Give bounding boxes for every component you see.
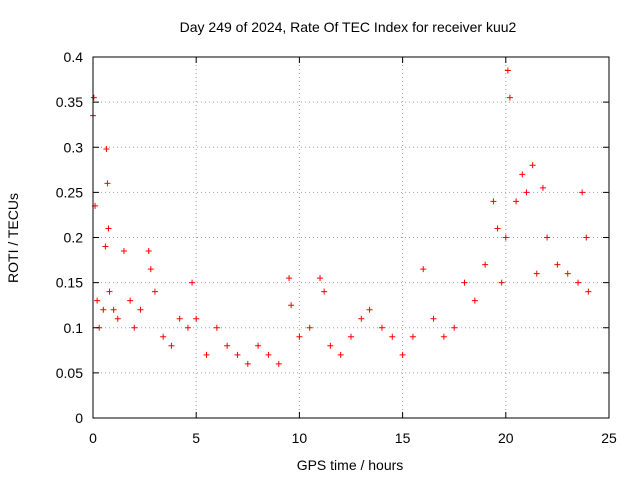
data-point bbox=[105, 225, 112, 232]
data-point bbox=[461, 279, 468, 286]
data-point bbox=[366, 306, 373, 313]
data-point bbox=[224, 342, 231, 349]
data-point bbox=[103, 146, 110, 153]
data-point bbox=[585, 288, 592, 295]
data-point bbox=[137, 306, 144, 313]
data-point bbox=[265, 351, 272, 358]
x-tick-label: 25 bbox=[601, 430, 617, 446]
data-point bbox=[358, 315, 365, 322]
data-points bbox=[90, 67, 592, 367]
plot-frame bbox=[92, 56, 610, 419]
data-point bbox=[539, 184, 546, 191]
y-tick-label: 0.35 bbox=[56, 94, 83, 110]
data-point bbox=[102, 243, 109, 250]
data-point bbox=[193, 315, 200, 322]
x-tick-label: 15 bbox=[395, 430, 411, 446]
data-point bbox=[409, 333, 416, 340]
data-point bbox=[564, 270, 571, 277]
data-point bbox=[502, 234, 509, 241]
grid-lines bbox=[93, 57, 609, 418]
data-point bbox=[168, 342, 175, 349]
data-point bbox=[554, 261, 561, 268]
y-tick-label: 0.05 bbox=[56, 365, 83, 381]
data-point bbox=[90, 94, 97, 101]
data-point bbox=[184, 324, 191, 331]
y-tick-label: 0.3 bbox=[64, 139, 84, 155]
data-point bbox=[100, 306, 107, 313]
data-point bbox=[498, 279, 505, 286]
data-point bbox=[114, 315, 121, 322]
data-point bbox=[544, 234, 551, 241]
data-point bbox=[296, 333, 303, 340]
data-point bbox=[106, 288, 113, 295]
data-point bbox=[440, 333, 447, 340]
data-point bbox=[494, 225, 501, 232]
y-tick-label: 0 bbox=[75, 410, 83, 426]
data-point bbox=[321, 288, 328, 295]
data-point bbox=[490, 198, 497, 205]
data-point bbox=[506, 94, 513, 101]
data-point bbox=[378, 324, 385, 331]
y-tick-label: 0.15 bbox=[56, 275, 83, 291]
data-point bbox=[317, 275, 324, 282]
x-axis-label: GPS time / hours bbox=[297, 457, 404, 473]
y-tick-label: 0.2 bbox=[64, 230, 84, 246]
data-point bbox=[430, 315, 437, 322]
data-point bbox=[306, 324, 313, 331]
data-point bbox=[575, 279, 582, 286]
data-point bbox=[234, 351, 241, 358]
data-point bbox=[203, 351, 210, 358]
data-point bbox=[286, 275, 293, 282]
y-tick-label: 0.25 bbox=[56, 184, 83, 200]
data-point bbox=[348, 333, 354, 340]
data-point bbox=[151, 288, 158, 295]
y-tick-label: 0.4 bbox=[64, 49, 84, 65]
data-point bbox=[420, 266, 427, 273]
data-point bbox=[255, 342, 262, 349]
x-tick-label: 20 bbox=[498, 430, 514, 446]
x-tick-label: 10 bbox=[292, 430, 308, 446]
data-point bbox=[529, 162, 536, 169]
data-point bbox=[160, 333, 167, 340]
data-point bbox=[213, 324, 220, 331]
axis-ticks: 0 5 10 15 20 25 0 0.05 0.1 0.15 0.2 0.25 0.3 0.35 0.4 bbox=[56, 49, 617, 446]
data-point bbox=[176, 315, 183, 322]
data-point bbox=[189, 279, 196, 286]
data-point bbox=[327, 342, 334, 349]
data-point bbox=[482, 261, 489, 268]
data-point bbox=[389, 333, 396, 340]
data-point bbox=[127, 297, 134, 304]
data-point bbox=[523, 189, 530, 196]
data-point bbox=[145, 248, 152, 255]
data-point bbox=[147, 266, 154, 273]
data-point bbox=[513, 198, 520, 205]
data-point bbox=[275, 360, 282, 367]
data-point bbox=[583, 234, 590, 241]
data-point bbox=[471, 297, 478, 304]
data-point bbox=[533, 270, 540, 277]
data-point bbox=[504, 67, 511, 74]
data-point bbox=[399, 351, 406, 358]
x-tick-label: 5 bbox=[192, 430, 200, 446]
data-point bbox=[451, 324, 458, 331]
y-axis-label: ROTI / TECUs bbox=[5, 193, 21, 283]
data-point bbox=[131, 324, 138, 331]
data-point bbox=[579, 189, 586, 196]
data-point bbox=[94, 297, 101, 304]
data-point bbox=[337, 351, 344, 358]
data-point bbox=[244, 360, 251, 367]
x-tick-label: 0 bbox=[89, 430, 97, 446]
data-point bbox=[519, 171, 526, 178]
data-point bbox=[104, 180, 111, 187]
chart-title: Day 249 of 2024, Rate Of TEC Index for r… bbox=[180, 19, 517, 35]
data-point bbox=[288, 302, 295, 309]
data-point bbox=[110, 306, 117, 313]
data-point bbox=[120, 248, 127, 255]
y-tick-label: 0.1 bbox=[64, 320, 84, 336]
